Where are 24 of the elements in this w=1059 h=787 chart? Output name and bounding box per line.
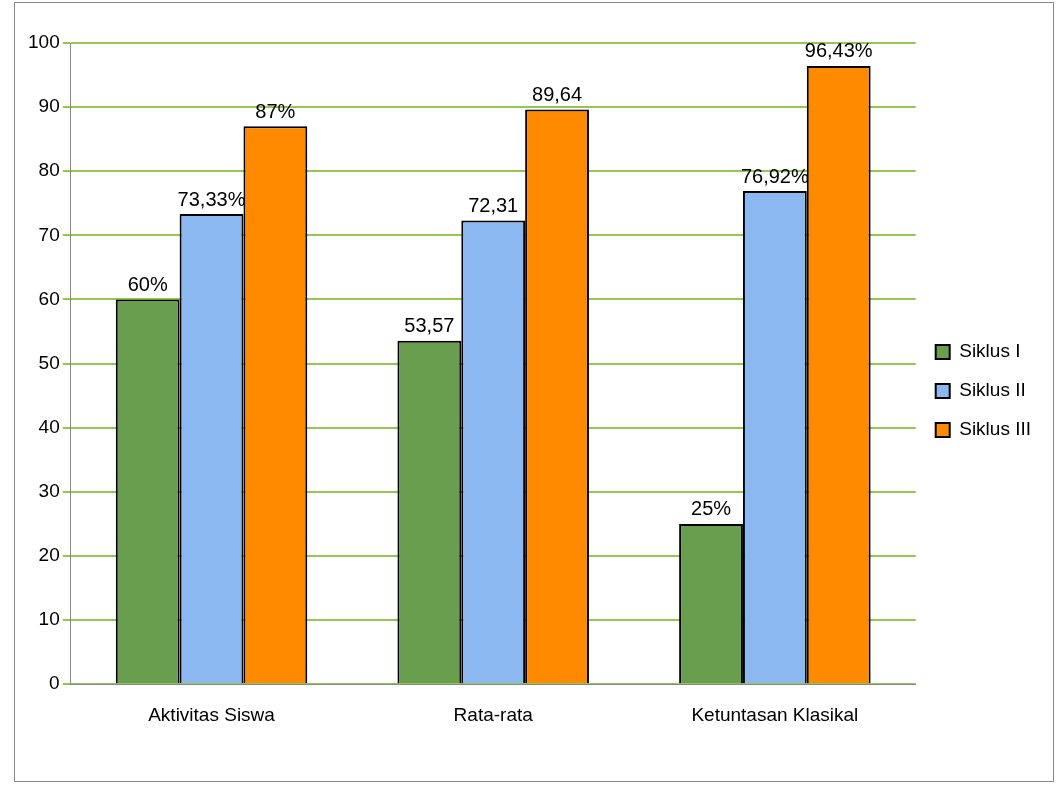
y-tick-label: 80 — [38, 159, 60, 181]
y-tick-label: 50 — [38, 351, 60, 373]
legend-label: Siklus III — [959, 418, 1032, 440]
y-tick-label: 20 — [38, 544, 60, 566]
y-tick-label: 10 — [38, 608, 60, 630]
y-tick-label: 0 — [49, 672, 60, 694]
data-label: 72,31 — [468, 194, 519, 217]
data-label: 53,57 — [404, 314, 455, 337]
y-tick-label: 60 — [38, 287, 60, 309]
y-tick-label: 30 — [38, 480, 60, 502]
x-tick-label: Ketuntasan Klasikal — [691, 703, 859, 725]
y-tick-label: 40 — [38, 415, 60, 437]
data-label: 60% — [127, 273, 168, 295]
y-tick-label: 100 — [28, 31, 60, 53]
data-label: 25% — [691, 497, 732, 520]
y-tick-label: 70 — [38, 223, 60, 245]
data-label: 73,33% — [177, 187, 246, 210]
data-label: 96,43% — [804, 39, 873, 62]
x-tick-label: Aktivitas Siswa — [148, 703, 276, 725]
data-label: 89,64 — [532, 82, 583, 105]
y-tick-label: 90 — [38, 95, 60, 117]
legend-label: Siklus II — [959, 379, 1026, 401]
legend-label: Siklus I — [959, 340, 1021, 362]
x-tick-label: Rata-rata — [453, 703, 534, 725]
